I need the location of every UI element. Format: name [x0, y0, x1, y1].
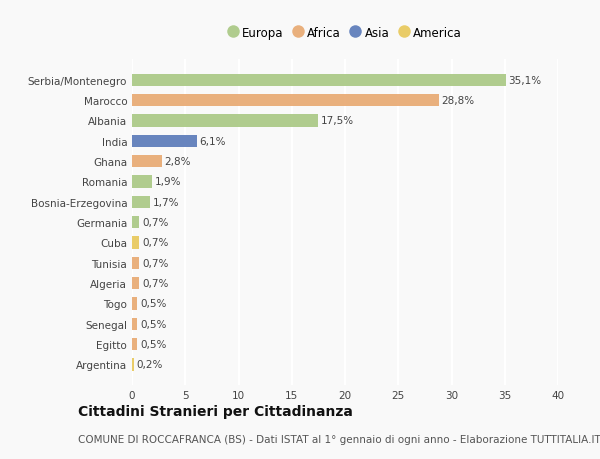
Bar — [132, 298, 137, 310]
Text: 0,2%: 0,2% — [137, 360, 163, 369]
Bar — [132, 338, 137, 351]
Text: 28,8%: 28,8% — [442, 96, 475, 106]
Text: 0,7%: 0,7% — [142, 279, 169, 288]
Legend: Europa, Africa, Asia, America: Europa, Africa, Asia, America — [224, 23, 466, 43]
Text: Cittadini Stranieri per Cittadinanza: Cittadini Stranieri per Cittadinanza — [78, 404, 353, 419]
Bar — [132, 115, 319, 127]
Bar — [132, 358, 134, 371]
Bar — [132, 217, 139, 229]
Text: 1,9%: 1,9% — [155, 177, 181, 187]
Text: 17,5%: 17,5% — [321, 116, 354, 126]
Bar — [132, 176, 152, 188]
Text: 6,1%: 6,1% — [200, 136, 226, 146]
Text: 0,5%: 0,5% — [140, 339, 166, 349]
Bar — [132, 196, 150, 208]
Bar — [132, 95, 439, 107]
Text: 0,5%: 0,5% — [140, 319, 166, 329]
Text: 0,7%: 0,7% — [142, 238, 169, 248]
Text: COMUNE DI ROCCAFRANCA (BS) - Dati ISTAT al 1° gennaio di ogni anno - Elaborazion: COMUNE DI ROCCAFRANCA (BS) - Dati ISTAT … — [78, 434, 600, 443]
Text: 0,7%: 0,7% — [142, 258, 169, 268]
Bar — [132, 74, 506, 87]
Text: 0,5%: 0,5% — [140, 299, 166, 309]
Bar — [132, 257, 139, 269]
Text: 2,8%: 2,8% — [164, 157, 191, 167]
Bar — [132, 237, 139, 249]
Bar — [132, 277, 139, 290]
Bar — [132, 318, 137, 330]
Text: 0,7%: 0,7% — [142, 218, 169, 228]
Bar — [132, 156, 162, 168]
Bar — [132, 135, 197, 147]
Text: 35,1%: 35,1% — [508, 76, 542, 85]
Text: 1,7%: 1,7% — [153, 197, 179, 207]
